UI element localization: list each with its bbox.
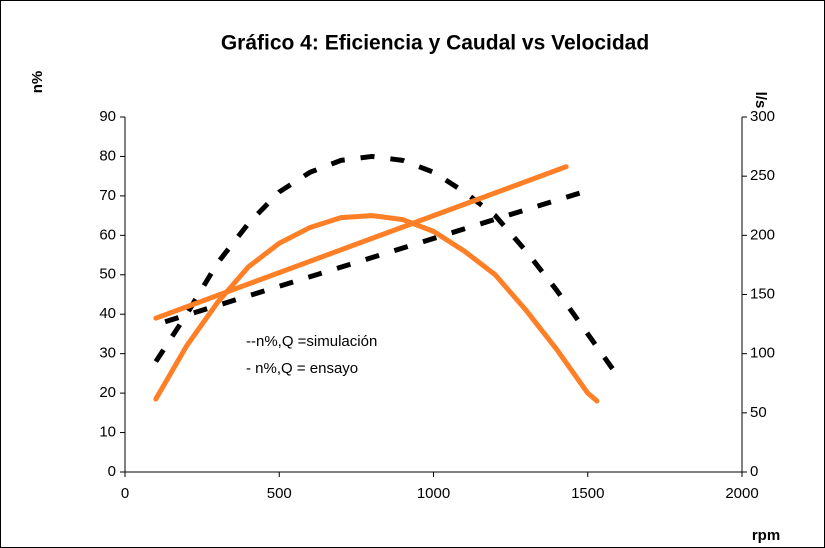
annotation: --n%,Q =simulación — [246, 333, 377, 350]
y2-tick-label: 250 — [750, 167, 775, 184]
y-tick-label: 0 — [108, 463, 116, 480]
y-tick-label: 50 — [99, 266, 116, 283]
y-tick-label: 70 — [99, 187, 116, 204]
x-tick-label: 1500 — [571, 485, 604, 502]
series-line — [153, 153, 621, 379]
series-line — [153, 164, 569, 321]
x-tick-label: 500 — [267, 485, 292, 502]
x-tick-label: 2000 — [725, 485, 758, 502]
y2-tick-label: 100 — [750, 345, 775, 362]
y2-axis-label: l/s — [752, 92, 769, 109]
x-tick-label: 1000 — [417, 485, 450, 502]
y-tick-label: 10 — [99, 424, 116, 441]
y2-tick-label: 50 — [750, 404, 767, 421]
y2-tick-label: 200 — [750, 226, 775, 243]
y-tick-label: 60 — [99, 226, 116, 243]
y-axis-label: n% — [29, 71, 46, 94]
annotation: - n%,Q = ensayo — [246, 360, 358, 377]
x-tick-label: 0 — [121, 485, 129, 502]
y-tick-label: 20 — [99, 384, 116, 401]
chart-title: Gráfico 4: Eficiencia y Caudal vs Veloci… — [221, 32, 649, 55]
y2-tick-label: 150 — [750, 285, 775, 302]
y-tick-label: 80 — [99, 147, 116, 164]
y2-tick-label: 300 — [750, 108, 775, 125]
series-line — [153, 213, 600, 404]
y-tick-label: 90 — [99, 108, 116, 125]
x-axis-label: rpm — [752, 527, 780, 544]
series-line — [164, 189, 586, 325]
y-tick-label: 30 — [99, 345, 116, 362]
y-tick-label: 40 — [99, 305, 116, 322]
y2-tick-label: 0 — [750, 463, 758, 480]
